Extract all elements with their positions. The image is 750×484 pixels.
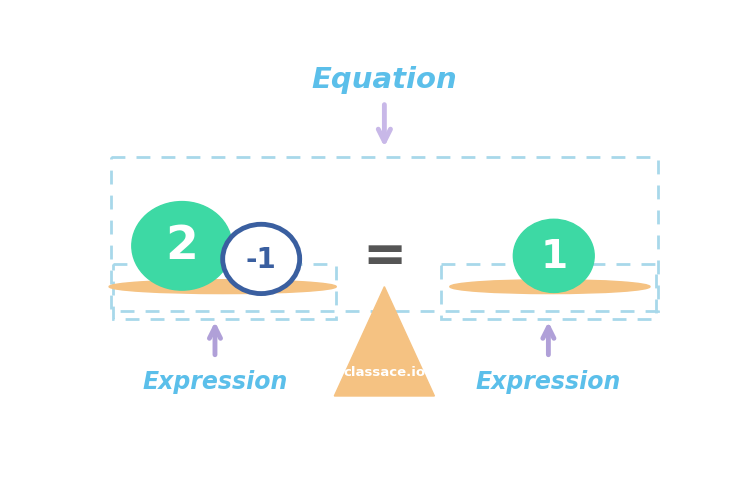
Ellipse shape <box>450 280 650 294</box>
Text: 2: 2 <box>166 224 198 269</box>
Bar <box>112 264 336 319</box>
Ellipse shape <box>513 220 594 293</box>
Bar <box>440 264 656 319</box>
Bar <box>111 158 658 312</box>
Ellipse shape <box>132 202 232 290</box>
Text: =: = <box>362 230 407 282</box>
Ellipse shape <box>223 225 300 294</box>
Text: -1: -1 <box>246 245 277 273</box>
Text: Expression: Expression <box>142 369 288 393</box>
Polygon shape <box>334 287 434 396</box>
Text: classace.io: classace.io <box>344 365 425 378</box>
Ellipse shape <box>109 280 336 294</box>
Text: Equation: Equation <box>311 66 458 93</box>
Text: Expression: Expression <box>476 369 621 393</box>
Text: 1: 1 <box>540 237 567 275</box>
